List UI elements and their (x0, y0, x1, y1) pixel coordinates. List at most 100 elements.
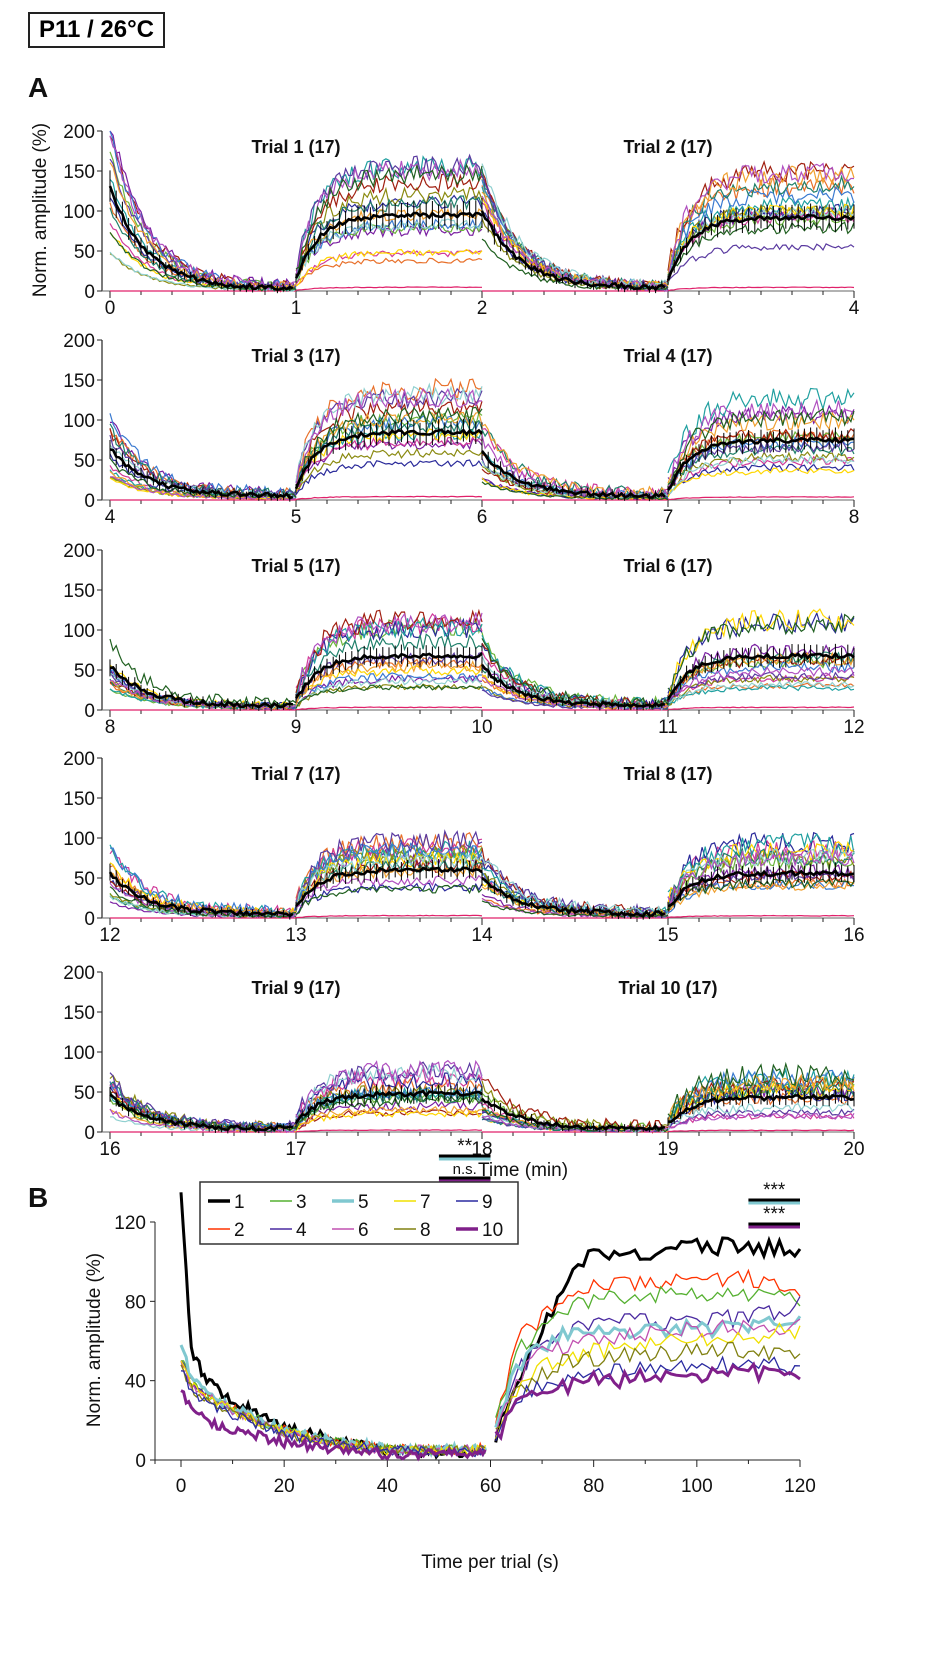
y-tick-label: 0 (135, 1451, 146, 1472)
x-tick-label: 40 (377, 1476, 398, 1497)
mean-trace (109, 1089, 483, 1132)
series-line-7 (180, 1322, 801, 1457)
x-tick-label: 0 (105, 298, 116, 319)
y-tick-label: 200 (63, 122, 95, 143)
legend: 1 2 3 4 5 6 7 8 9 10 (199, 1181, 519, 1245)
trial-title: Trial 9 (17) (251, 978, 340, 998)
y-tick-label: 0 (84, 1123, 95, 1144)
panel-b-x-axis-label: Time per trial (s) (421, 1552, 559, 1573)
legend-label-4: 4 (296, 1220, 307, 1241)
individual-trace (110, 495, 483, 501)
y-tick-label: 100 (63, 829, 95, 850)
legend-label-6: 6 (358, 1220, 369, 1241)
panel-b-plot: 0 40 80 120 0 20 40 60 80 100 120 ** n.s. *** *** 1 2 3 4 5… (114, 1136, 816, 1497)
panel-a-y-axis-label: Norm. amplitude (%) (30, 123, 51, 297)
legend-label-5: 5 (358, 1192, 369, 1213)
legend-label-7: 7 (420, 1192, 431, 1213)
mean-trace (481, 868, 855, 918)
y-tick-label: 200 (63, 541, 95, 562)
y-tick-label: 100 (63, 1043, 95, 1064)
x-tick-label: 100 (681, 1476, 713, 1497)
legend-label-1: 1 (234, 1192, 245, 1213)
panel-a-label: A (28, 72, 48, 103)
y-tick-label: 50 (74, 1083, 95, 1104)
trial-title: Trial 10 (17) (618, 978, 717, 998)
legend-label-9: 9 (482, 1192, 493, 1213)
mean-trace (481, 1093, 855, 1132)
y-tick-label: 200 (63, 749, 95, 770)
series-line-8 (180, 1341, 801, 1456)
y-tick-label: 150 (63, 789, 95, 810)
mean-trace (108, 185, 483, 291)
x-tick-label: 8 (105, 717, 116, 738)
y-tick-label: 50 (74, 242, 95, 263)
y-tick-label: 0 (84, 909, 95, 930)
x-tick-label: 16 (99, 1139, 120, 1160)
x-tick-label: 19 (657, 1139, 678, 1160)
trial-title: Trial 3 (17) (251, 346, 340, 366)
trial-title: Trial 6 (17) (623, 556, 712, 576)
panel-b-label: B (28, 1182, 48, 1213)
mean-trace (480, 435, 855, 499)
x-tick-label: 80 (583, 1476, 604, 1497)
y-tick-label: 50 (74, 869, 95, 890)
y-tick-label: 100 (63, 202, 95, 223)
trial-title: Trial 1 (17) (251, 137, 340, 157)
legend-box (199, 1181, 519, 1245)
x-tick-label: 11 (658, 717, 678, 738)
y-tick-label: 0 (84, 282, 95, 303)
x-tick-label: 13 (285, 925, 306, 946)
y-tick-label: 0 (84, 701, 95, 722)
x-tick-label: 7 (663, 507, 674, 528)
significance-label: *** (763, 1204, 786, 1225)
x-tick-label: 12 (843, 717, 864, 738)
panel-a-x-axis-label: Time (min) (478, 1160, 568, 1181)
panel-b-y-axis-label: Norm. amplitude (%) (84, 1253, 105, 1427)
individual-trace (481, 846, 855, 918)
y-tick-label: 50 (74, 451, 95, 472)
legend-label-8: 8 (420, 1220, 431, 1241)
x-tick-label: 6 (477, 507, 488, 528)
individual-trace (481, 613, 855, 711)
mean-trace (109, 428, 483, 500)
y-tick-label: 150 (63, 581, 95, 602)
x-tick-label: 60 (480, 1476, 501, 1497)
mean-trace (480, 651, 855, 709)
y-tick-label: 100 (63, 411, 95, 432)
mean-trace (108, 865, 483, 918)
y-tick-label: 0 (84, 491, 95, 512)
x-tick-label: 15 (657, 925, 678, 946)
trial-title: Trial 8 (17) (623, 764, 712, 784)
series-line-10 (180, 1361, 801, 1462)
x-tick-label: 2 (477, 298, 488, 319)
significance-label: *** (763, 1180, 786, 1201)
x-tick-label: 5 (291, 507, 302, 528)
significance-label: n.s. (453, 1161, 477, 1178)
x-tick-label: 20 (274, 1476, 295, 1497)
x-tick-label: 4 (849, 298, 860, 319)
significance-label: ** (457, 1136, 472, 1157)
y-tick-label: 50 (74, 661, 95, 682)
condition-label: P11 / 26°C (28, 12, 166, 48)
mean-trace (109, 652, 483, 710)
x-tick-label: 9 (291, 717, 302, 738)
individual-trace (110, 706, 483, 711)
x-tick-label: 16 (843, 925, 864, 946)
legend-label-10: 10 (482, 1220, 503, 1241)
y-tick-label: 40 (125, 1372, 146, 1393)
mean-trace (480, 210, 855, 292)
legend-label-2: 2 (234, 1220, 245, 1241)
x-tick-label: 10 (471, 717, 492, 738)
y-tick-label: 150 (63, 371, 95, 392)
y-tick-label: 150 (63, 162, 95, 183)
individual-trace (482, 706, 855, 711)
trial-title: Trial 5 (17) (251, 556, 340, 576)
x-tick-label: 17 (285, 1139, 306, 1160)
x-tick-label: 14 (471, 925, 493, 946)
y-tick-label: 120 (114, 1213, 146, 1234)
x-tick-label: 120 (784, 1476, 816, 1497)
x-tick-label: 3 (663, 298, 674, 319)
x-tick-label: 12 (99, 925, 120, 946)
